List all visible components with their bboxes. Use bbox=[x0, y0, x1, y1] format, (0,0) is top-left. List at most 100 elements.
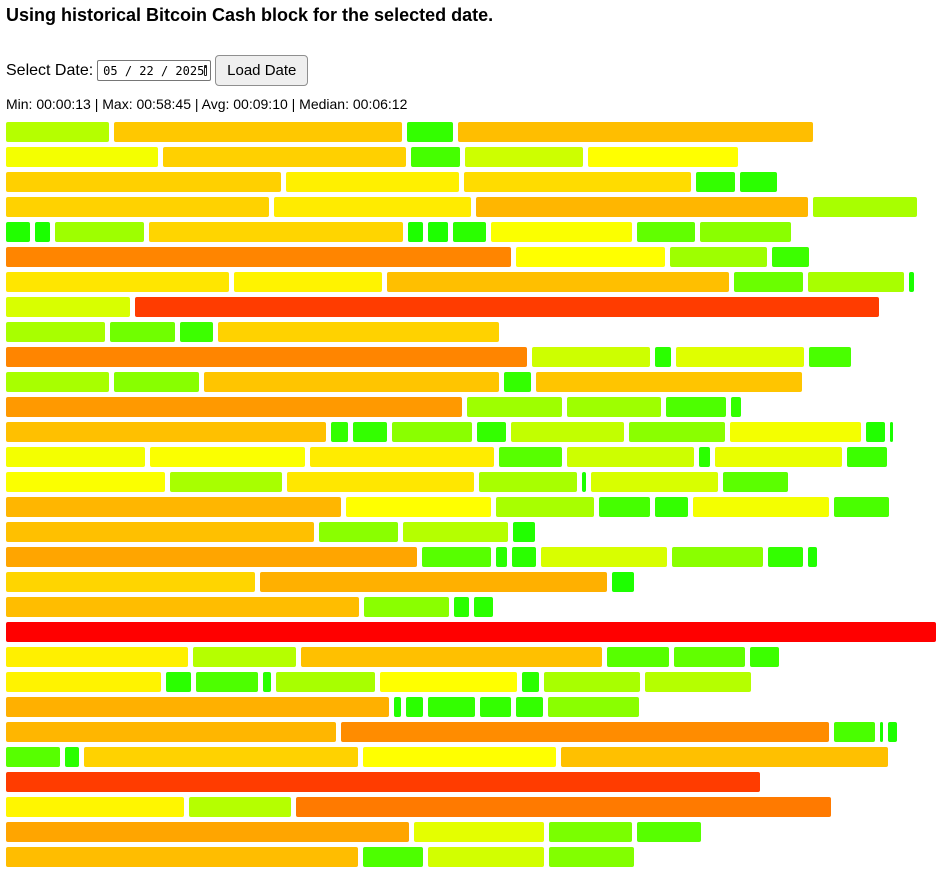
block-bar bbox=[408, 222, 423, 242]
block-bar bbox=[204, 372, 499, 392]
block-time-stats: Min: 00:00:13 | Max: 00:58:45 | Avg: 00:… bbox=[6, 96, 408, 112]
block-bar bbox=[114, 372, 199, 392]
date-input[interactable]: 05 / 22 / 2025 bbox=[97, 60, 212, 81]
block-bar bbox=[847, 447, 887, 467]
block-bar bbox=[6, 697, 389, 717]
block-bar bbox=[548, 697, 639, 717]
block-bar bbox=[6, 772, 760, 792]
block-row bbox=[6, 372, 936, 392]
block-bar bbox=[541, 547, 667, 567]
block-bar bbox=[6, 347, 527, 367]
block-bar bbox=[6, 797, 184, 817]
block-bar bbox=[6, 672, 161, 692]
block-row bbox=[6, 347, 936, 367]
block-bar bbox=[567, 397, 661, 417]
block-bar bbox=[477, 422, 506, 442]
block-bar bbox=[750, 647, 779, 667]
block-bar bbox=[6, 122, 109, 142]
block-row bbox=[6, 147, 936, 167]
block-row bbox=[6, 572, 936, 592]
block-bar bbox=[637, 222, 695, 242]
block-bar bbox=[364, 597, 449, 617]
block-bar bbox=[512, 547, 536, 567]
block-bar bbox=[504, 372, 531, 392]
load-date-button[interactable]: Load Date bbox=[215, 55, 309, 86]
date-value[interactable]: 05 / 22 / 2025 bbox=[103, 63, 205, 78]
block-bar bbox=[645, 672, 751, 692]
block-row bbox=[6, 472, 936, 492]
block-bar bbox=[6, 322, 105, 342]
block-bar bbox=[731, 397, 741, 417]
block-bar bbox=[532, 347, 650, 367]
block-bar bbox=[607, 647, 669, 667]
block-bar bbox=[458, 122, 813, 142]
block-bar bbox=[149, 222, 403, 242]
block-bar bbox=[6, 247, 511, 267]
block-bar bbox=[296, 797, 831, 817]
block-bar bbox=[6, 222, 30, 242]
block-bar bbox=[890, 422, 893, 442]
block-bar bbox=[6, 572, 255, 592]
block-row bbox=[6, 747, 936, 767]
block-bar bbox=[6, 297, 130, 317]
block-bar bbox=[499, 447, 562, 467]
block-row bbox=[6, 622, 936, 642]
block-bar bbox=[363, 747, 556, 767]
block-row bbox=[6, 222, 936, 242]
block-bar bbox=[513, 522, 535, 542]
block-row bbox=[6, 422, 936, 442]
page-title: Using historical Bitcoin Cash block for … bbox=[6, 5, 494, 25]
block-bar bbox=[674, 647, 745, 667]
block-bar bbox=[193, 647, 296, 667]
block-grid bbox=[6, 122, 936, 872]
block-bar bbox=[629, 422, 725, 442]
block-bar bbox=[561, 747, 888, 767]
block-bar bbox=[723, 472, 788, 492]
block-bar bbox=[392, 422, 472, 442]
block-bar bbox=[6, 622, 936, 642]
block-row bbox=[6, 797, 936, 817]
block-bar bbox=[428, 697, 475, 717]
block-bar bbox=[715, 447, 842, 467]
block-row bbox=[6, 647, 936, 667]
block-bar bbox=[55, 222, 144, 242]
block-bar bbox=[6, 497, 341, 517]
block-bar bbox=[453, 222, 486, 242]
block-row bbox=[6, 672, 936, 692]
block-bar bbox=[166, 672, 191, 692]
block-bar bbox=[599, 497, 650, 517]
block-bar bbox=[310, 447, 494, 467]
block-bar bbox=[110, 322, 175, 342]
block-bar bbox=[909, 272, 914, 292]
block-bar bbox=[274, 197, 471, 217]
block-bar bbox=[888, 722, 897, 742]
block-bar bbox=[260, 572, 607, 592]
block-bar bbox=[163, 147, 406, 167]
block-bar bbox=[655, 497, 688, 517]
block-bar bbox=[6, 647, 188, 667]
block-bar bbox=[522, 672, 539, 692]
block-bar bbox=[549, 822, 632, 842]
block-bar bbox=[511, 422, 624, 442]
calendar-icon[interactable] bbox=[204, 65, 208, 76]
block-bar bbox=[276, 672, 375, 692]
block-bar bbox=[407, 122, 453, 142]
date-label: Select Date: bbox=[6, 61, 94, 79]
block-row bbox=[6, 497, 936, 517]
block-bar bbox=[363, 847, 423, 867]
block-bar bbox=[768, 547, 803, 567]
block-bar bbox=[6, 397, 462, 417]
block-bar bbox=[696, 172, 735, 192]
block-bar bbox=[544, 672, 640, 692]
date-controls: Select Date: 05 / 22 / 2025 Load Date bbox=[6, 55, 309, 86]
block-bar bbox=[6, 847, 358, 867]
block-bar bbox=[341, 722, 829, 742]
block-bar bbox=[866, 422, 885, 442]
block-bar bbox=[150, 447, 305, 467]
block-bar bbox=[666, 397, 726, 417]
block-bar bbox=[6, 822, 409, 842]
block-bar bbox=[465, 147, 583, 167]
block-bar bbox=[880, 722, 883, 742]
block-bar bbox=[394, 697, 401, 717]
block-bar bbox=[319, 522, 398, 542]
